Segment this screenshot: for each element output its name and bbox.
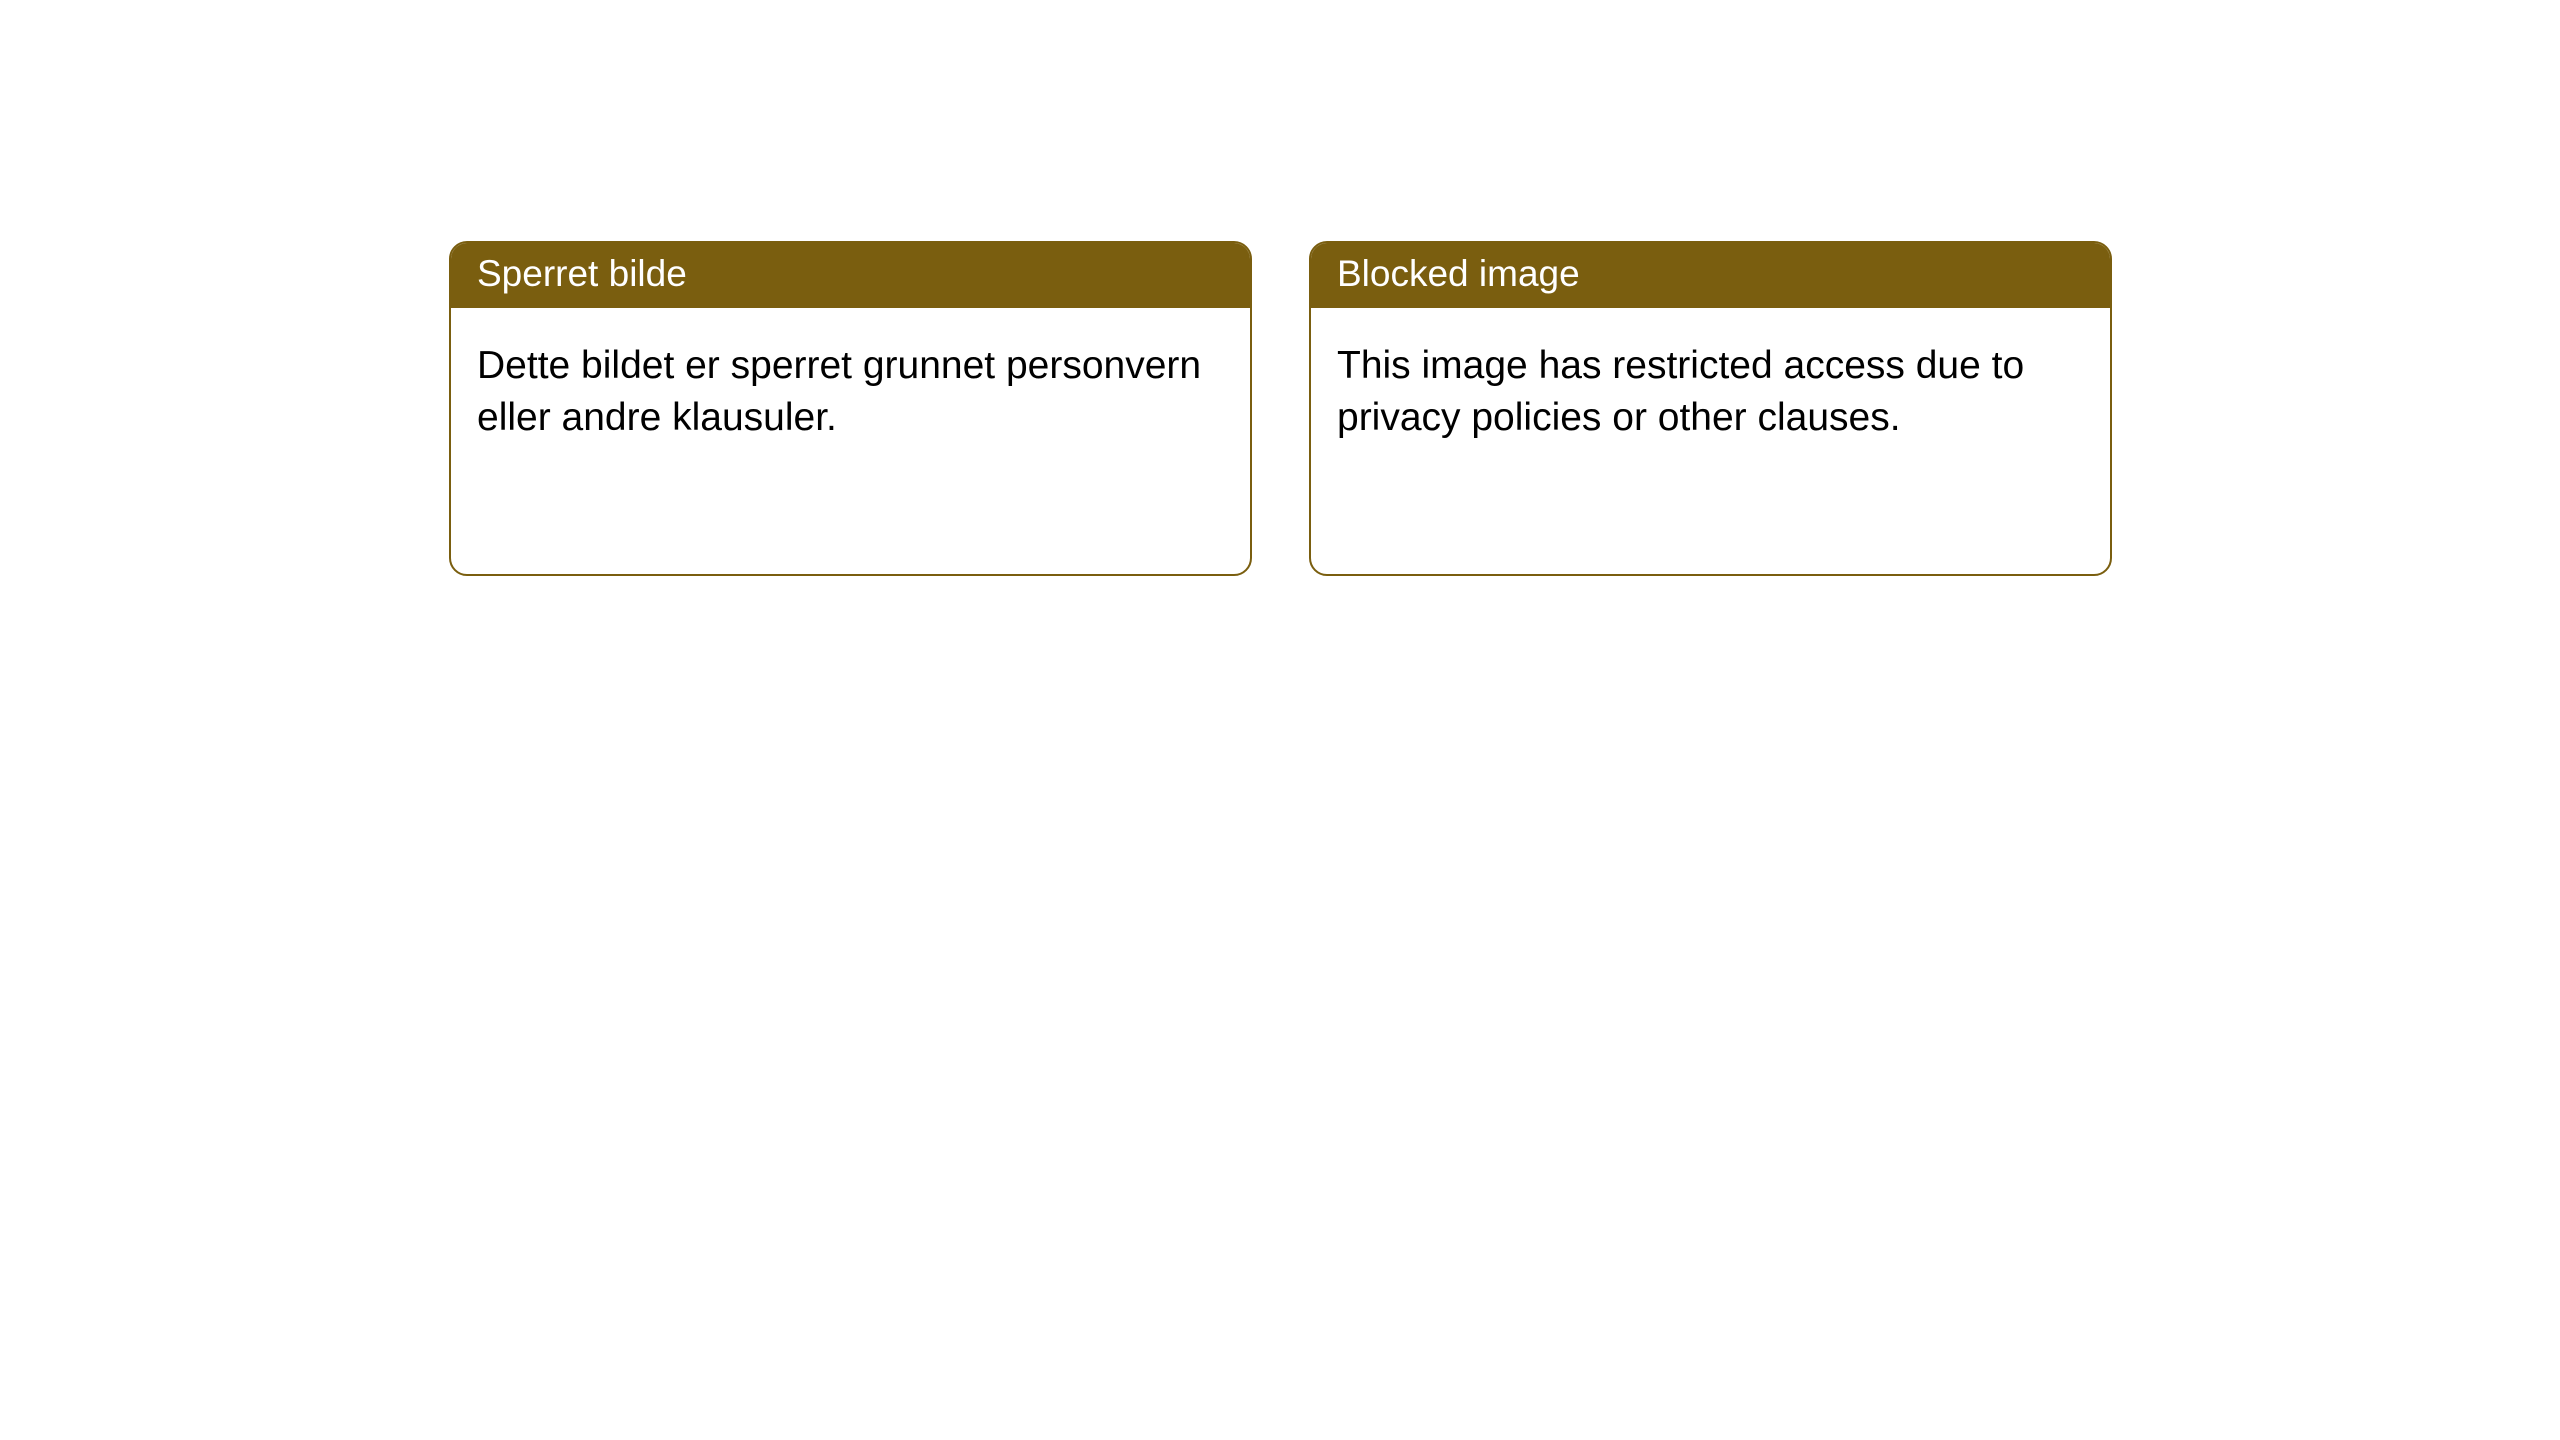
panel-header-en: Blocked image	[1311, 243, 2110, 308]
notice-panel-no: Sperret bilde Dette bildet er sperret gr…	[449, 241, 1252, 576]
panel-body-en: This image has restricted access due to …	[1311, 308, 2110, 471]
panel-header-no: Sperret bilde	[451, 243, 1250, 308]
notice-panels: Sperret bilde Dette bildet er sperret gr…	[449, 241, 2112, 576]
panel-body-no: Dette bildet er sperret grunnet personve…	[451, 308, 1250, 471]
notice-panel-en: Blocked image This image has restricted …	[1309, 241, 2112, 576]
